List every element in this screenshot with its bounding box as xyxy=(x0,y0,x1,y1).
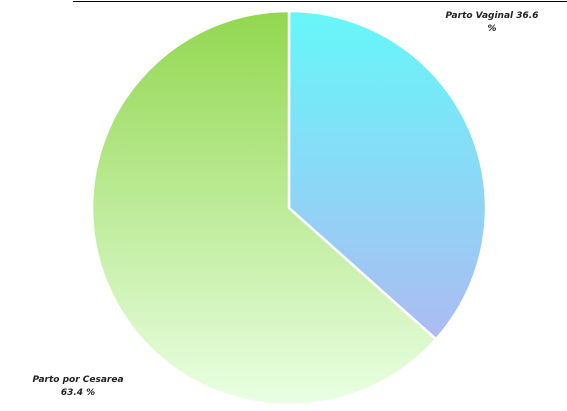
slice-label-parto-vaginal: Parto Vaginal 36.6 % xyxy=(418,10,566,36)
pie-slice-parto-cesarea xyxy=(90,9,438,407)
slice-label-parto-cesarea: Parto por Cesarea 63.4 % xyxy=(8,374,148,400)
pie-slices xyxy=(90,9,488,407)
slice-label-parto-vaginal-line2: % xyxy=(487,24,497,34)
pie-slice-parto-vaginal xyxy=(287,9,488,341)
top-border-line xyxy=(73,1,567,2)
slice-label-parto-cesarea-line1: Parto por Cesarea xyxy=(32,375,124,385)
slice-label-parto-vaginal-line1: Parto Vaginal 36.6 xyxy=(445,11,539,21)
slice-label-parto-cesarea-line2: 63.4 % xyxy=(60,388,96,398)
